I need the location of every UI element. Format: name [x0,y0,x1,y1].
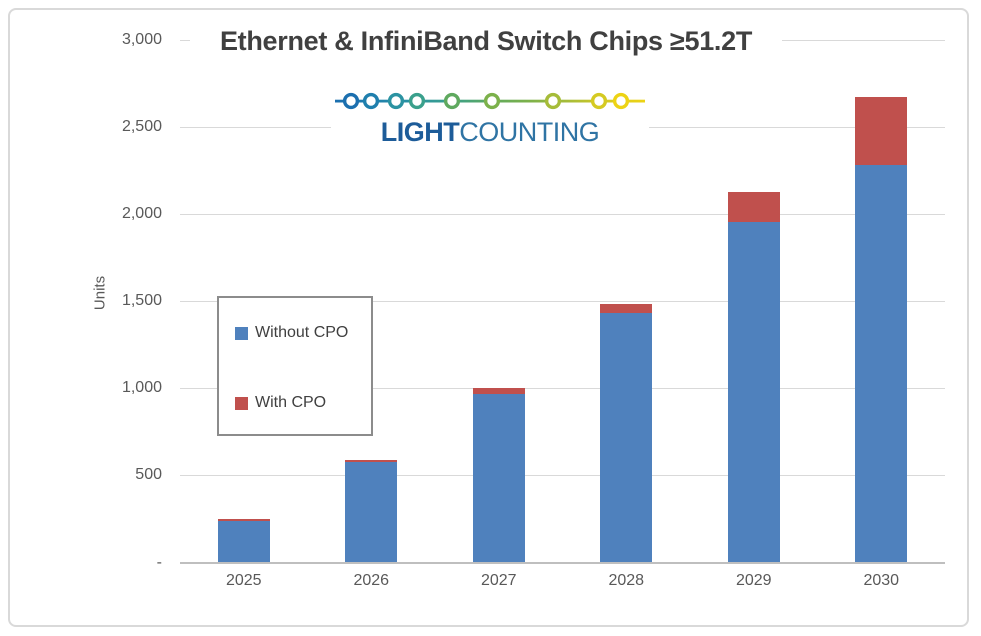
y-axis-tick-label: 1,000 [121,379,162,397]
x-axis-line [180,561,945,564]
x-axis-tick-label: 2030 [863,572,900,589]
x-axis-tick-label: 2027 [480,572,517,589]
bar-with-cpo-2029 [727,192,780,222]
bar-without-cpo-2027 [472,393,525,563]
bar-without-cpo-2028 [600,313,653,563]
chart-title: Ethernet & InfiniBand Switch Chips ≥51.2… [219,26,753,56]
y-axis-tick-label: 3,000 [121,31,162,48]
legend-label: Without CPO [255,324,349,341]
x-axis-tick-label: 2029 [735,572,772,589]
x-axis-tick-label: 2028 [608,572,645,589]
x-axis-tick-label: 2026 [353,572,390,589]
gridline-2000 [180,213,945,215]
gridline-1500 [180,300,945,302]
logo-word-counting: COUNTING [459,117,600,147]
bar-with-cpo-2030 [855,97,908,165]
bar-with-cpo-2027 [472,388,525,394]
legend-swatch-icon [235,396,248,410]
logo-chain-icon [335,92,645,110]
bar-without-cpo-2026 [345,462,398,563]
x-axis-tick-label: 2025 [225,572,262,589]
chart-title-box: Ethernet & InfiniBand Switch Chips ≥51.2… [190,22,782,60]
bar-without-cpo-2025 [217,520,270,563]
lightcounting-logo: LIGHTCOUNTING [331,86,649,158]
legend-swatch-icon [235,326,248,340]
legend-item-with-cpo: With CPO [235,394,326,412]
bar-with-cpo-2028 [600,303,653,314]
logo-wordmark: LIGHTCOUNTING [331,115,649,149]
y-axis-title: Units [91,275,109,311]
legend-item-without-cpo: Without CPO [235,324,348,342]
gridline-500 [180,474,945,476]
logo-word-light: LIGHT [380,117,460,147]
y-axis-tick-label: 2,500 [121,118,162,136]
y-axis-tick-label: 500 [135,466,162,484]
gridline-1000 [180,387,945,389]
legend: Without CPO With CPO [217,296,373,436]
bar-with-cpo-2025 [217,518,270,521]
y-axis-tick-label: 2,000 [121,205,162,223]
bar-without-cpo-2030 [855,164,908,563]
legend-label: With CPO [255,394,327,411]
y-axis-tick-label: 1,500 [121,292,162,310]
y-axis-tick-label: - [156,553,162,571]
bar-without-cpo-2029 [727,222,780,563]
bar-with-cpo-2026 [345,459,398,463]
